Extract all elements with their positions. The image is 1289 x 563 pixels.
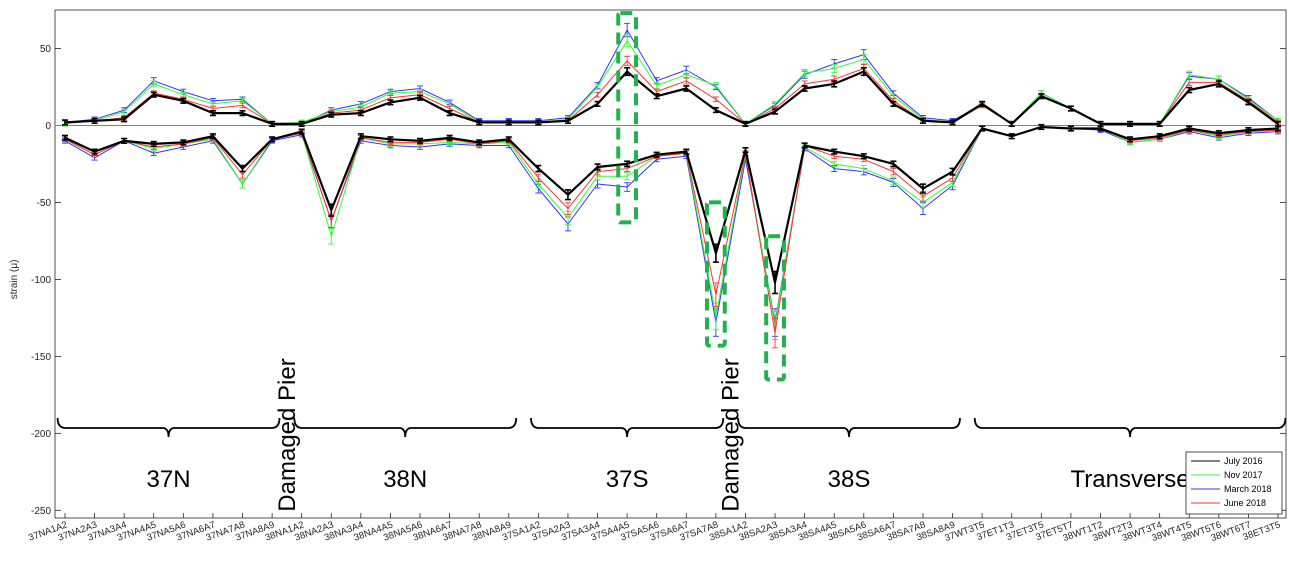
y-tick-label: -50 [37,198,52,209]
highlight-boxes [616,11,786,382]
group-brace [973,417,1287,438]
highlight-box [705,200,727,348]
group-label: Transverse [1070,466,1189,493]
series-line [64,126,1279,323]
highlight-box [764,234,786,382]
series-lower [62,123,1281,295]
y-tick-label: 0 [45,121,51,132]
group-brace [293,417,518,438]
legend-box [1185,451,1283,515]
group-brace [56,417,281,438]
plot-frame [54,9,1287,519]
y-tick-label: 50 [40,44,52,55]
series-line [64,70,1279,126]
series-line [64,126,1279,327]
highlight-box [616,11,638,225]
damaged-pier-label: Damaged Pier [718,358,745,511]
damaged-pier-label: Damaged Pier [274,358,301,511]
y-axis-ticks: 50 0 -50 -100 -150 -200 -250 [31,44,1286,517]
series-upper [62,67,1281,128]
series-line [64,40,1279,125]
y-tick-label: -100 [31,275,51,286]
legend-label: July 2016 [1224,456,1263,466]
legend-label: March 2018 [1224,484,1272,494]
group-brace [737,417,961,438]
series-upper [62,34,1281,127]
legend-label: June 2018 [1224,498,1266,508]
series-lower [62,124,1281,337]
group-brace [530,417,725,438]
group-label: 37N [147,466,191,493]
series-line [64,29,1279,125]
group-braces: 37N Damaged Pier 38N 37S Damaged Pier 38S Tran… [56,358,1287,512]
legend-label: Nov 2017 [1224,470,1263,480]
y-axis-label: strain (μ) [9,260,20,300]
legend: July 2016 Nov 2017 March 2018 June 2018 [1185,451,1283,515]
y-tick-label: -250 [31,506,51,517]
group-label: 37S [606,466,649,493]
group-label: 38N [383,466,427,493]
y-tick-label: -150 [31,352,51,363]
axes-frame [54,9,1287,519]
series-line [64,125,1279,284]
y-tick-label: -200 [31,429,51,440]
series-lower [62,124,1281,341]
group-label: 38S [828,466,871,493]
series-lines [62,22,1281,349]
